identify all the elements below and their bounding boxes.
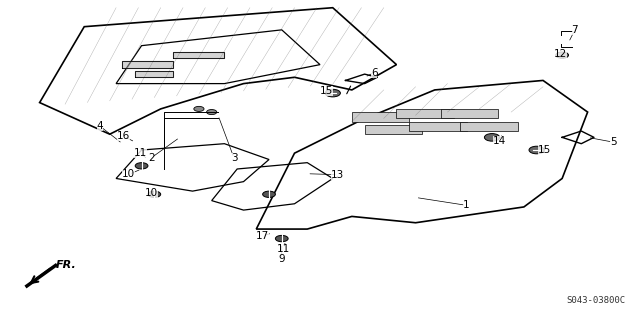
Circle shape (484, 134, 500, 141)
Text: 10: 10 (145, 188, 157, 198)
Text: FR.: FR. (56, 260, 76, 271)
Polygon shape (365, 125, 422, 134)
Text: 13: 13 (332, 170, 344, 180)
Text: 14: 14 (493, 136, 506, 145)
Text: 2: 2 (148, 153, 154, 163)
Text: 10: 10 (122, 169, 136, 179)
Polygon shape (135, 71, 173, 77)
Text: 11: 11 (134, 148, 147, 158)
Text: 17: 17 (256, 231, 269, 241)
Text: S043-03800C: S043-03800C (567, 296, 626, 305)
Circle shape (529, 146, 544, 154)
Text: 7: 7 (572, 25, 578, 35)
Circle shape (148, 191, 161, 197)
Text: 4: 4 (97, 121, 104, 131)
Circle shape (135, 163, 148, 169)
Circle shape (556, 52, 568, 58)
Text: 1: 1 (463, 200, 470, 210)
Text: 16: 16 (117, 131, 131, 141)
Polygon shape (441, 109, 499, 118)
Circle shape (194, 106, 204, 111)
Circle shape (262, 191, 275, 197)
Text: 6: 6 (371, 68, 378, 78)
Text: 12: 12 (554, 48, 568, 59)
Circle shape (325, 89, 340, 97)
Polygon shape (460, 122, 518, 131)
Polygon shape (352, 112, 409, 122)
Circle shape (207, 109, 217, 115)
Polygon shape (409, 122, 467, 131)
Polygon shape (396, 109, 454, 118)
Polygon shape (173, 52, 225, 58)
Text: 11: 11 (277, 244, 291, 254)
Polygon shape (122, 62, 173, 68)
Text: 5: 5 (610, 137, 616, 147)
Text: 9: 9 (278, 254, 285, 264)
Circle shape (275, 235, 288, 242)
Text: 3: 3 (230, 153, 237, 163)
Text: 15: 15 (320, 85, 333, 96)
Text: 15: 15 (538, 145, 551, 155)
